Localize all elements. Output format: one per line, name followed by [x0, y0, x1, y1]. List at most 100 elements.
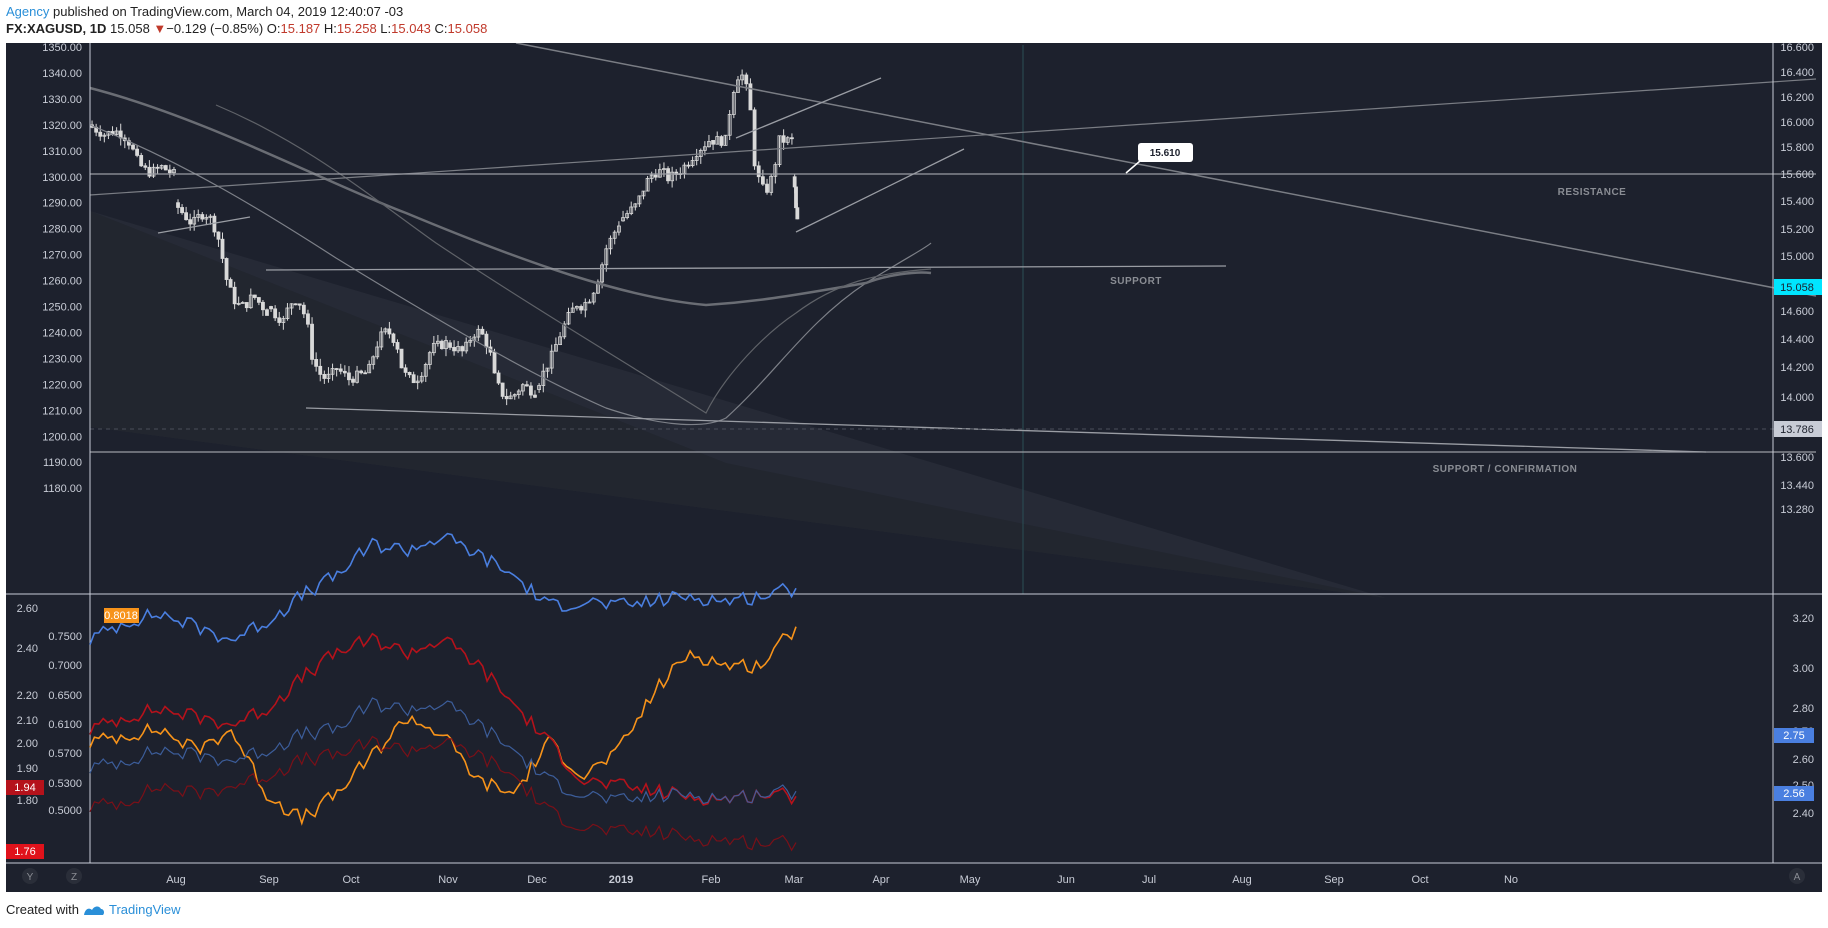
candle-body	[549, 350, 554, 369]
candle-body	[769, 175, 774, 193]
candle-body	[347, 372, 351, 381]
right-tick-label: 16.600	[1780, 43, 1814, 54]
right-tick-label: 14.600	[1780, 306, 1814, 318]
candle-body	[468, 339, 473, 343]
chart-container[interactable]: 15.610 RESISTANCE SUPPORT SUPPORT / CONF…	[6, 42, 1822, 892]
candle-body	[711, 140, 715, 145]
x-tick-label: Dec	[527, 874, 547, 886]
indicator-left-axis-b[interactable]: 0.7500 0.7000 0.6500 0.6100 0.5700 0.5300 0.50…	[48, 631, 82, 817]
long-downtrend-line	[515, 42, 1817, 297]
left-price-axis[interactable]: 1350.00 1340.00 1330.00 1320.00 1310.00 1300.…	[42, 42, 82, 495]
candle-body	[363, 372, 368, 375]
x-tick-label: Jul	[1142, 874, 1156, 886]
candle-body	[431, 342, 436, 354]
candle-body	[790, 137, 794, 140]
x-tick-label: Mar	[785, 874, 804, 886]
candle-body	[444, 340, 448, 350]
chart-svg[interactable]: 15.610 RESISTANCE SUPPORT SUPPORT / CONF…	[6, 42, 1822, 892]
wedge-lower-line	[795, 148, 965, 233]
blue-badge-1-text: 2.75	[1783, 730, 1804, 742]
tradingview-brand-link[interactable]: TradingView	[108, 902, 181, 917]
right-tick-label: 16.200	[1780, 92, 1814, 104]
x-tick-label: May	[960, 874, 981, 886]
y-button-text: Y	[27, 872, 34, 883]
candlestick-series	[90, 69, 800, 406]
candle-body	[326, 373, 331, 379]
callout-box[interactable]	[1138, 143, 1193, 162]
x-tick-label: Aug	[166, 874, 186, 886]
candle-body	[625, 213, 630, 219]
candle-body	[520, 384, 525, 392]
candle-body	[98, 131, 103, 137]
candle-body	[318, 365, 323, 375]
candle-body	[537, 385, 541, 390]
candle-body	[371, 356, 376, 365]
left-tick-label: 1240.00	[42, 327, 82, 339]
candle-body	[248, 294, 253, 309]
candle-body	[464, 341, 469, 352]
left-tick-label: 1180.00	[43, 483, 82, 495]
price-change: −0.129 (−0.85%)	[166, 21, 264, 36]
close-label: C:	[434, 21, 448, 36]
auto-scale-button-text: A	[1794, 872, 1801, 883]
red-badge-1-text: 1.94	[14, 782, 35, 794]
y-button[interactable]: Y	[22, 868, 38, 884]
candle-body	[480, 328, 485, 335]
left-tick-label: 1320.00	[42, 120, 82, 132]
candle-body	[301, 304, 306, 315]
candle-body	[516, 390, 521, 395]
indicator-left-tick-a: 2.20	[17, 690, 38, 702]
candle-body	[277, 317, 282, 323]
support-level	[265, 265, 1227, 271]
author-link[interactable]: Agency	[6, 4, 50, 19]
indicator-pane[interactable]	[89, 532, 797, 852]
candle-body	[220, 238, 225, 259]
candle-body	[407, 372, 412, 376]
candle-body	[131, 144, 135, 150]
price-marker-badge	[1774, 421, 1822, 437]
candle-body	[281, 318, 286, 323]
candle-body	[391, 333, 396, 343]
indicator-left-tick-a: 2.00	[17, 738, 38, 750]
candle-body	[476, 328, 481, 338]
candle-body	[460, 346, 465, 352]
candle-body	[492, 351, 497, 374]
candle-body	[419, 375, 424, 382]
candle-body	[694, 156, 699, 161]
candle-body	[670, 171, 675, 182]
main-pane[interactable]	[90, 45, 1386, 598]
candle-body	[740, 74, 745, 81]
candle-body	[649, 174, 654, 179]
candle-body	[575, 306, 579, 309]
indicator-right-tick: 3.20	[1793, 613, 1814, 625]
candle-body	[423, 364, 428, 377]
orange-badge-text: 0.8018	[104, 610, 138, 622]
last-price-badge-text: 15.058	[1780, 282, 1814, 294]
right-tick-label: 15.600	[1780, 169, 1814, 181]
candle-body	[566, 311, 571, 325]
candle-body	[102, 134, 107, 137]
right-tick-label: 14.400	[1780, 334, 1814, 346]
candle-body	[579, 306, 583, 311]
candle-body	[545, 367, 550, 372]
left-tick-label: 1220.00	[42, 379, 82, 391]
candle-body	[452, 346, 456, 352]
blue-badge-2-text: 2.56	[1783, 788, 1804, 800]
candle-body	[756, 165, 761, 178]
candle-body	[633, 203, 638, 208]
candle-body	[662, 168, 666, 171]
right-tick-label: 13.600	[1780, 452, 1814, 464]
time-axis[interactable]: Aug Sep Oct Nov Dec 2019 Feb Mar Apr May Jun Jul Aug…	[166, 874, 1518, 886]
candle-body	[508, 395, 513, 400]
support-label: SUPPORT	[1110, 276, 1162, 287]
indicator-left-axis-a[interactable]: 2.60 2.40 2.20 2.10 2.00 1.90 1.80	[17, 603, 38, 807]
trendlines: 15.610 RESISTANCE SUPPORT SUPPORT / CONF…	[89, 42, 1817, 475]
left-tick-label: 1330.00	[42, 94, 82, 106]
right-price-axis[interactable]: 16.600 16.400 16.200 16.000 15.800 15.600 15.4…	[1780, 42, 1814, 516]
z-button[interactable]: Z	[66, 868, 82, 884]
indicator-right-tick: 2.40	[1793, 808, 1814, 820]
indicator-right-tick: 2.80	[1793, 703, 1814, 715]
candle-body	[781, 135, 786, 143]
auto-scale-button[interactable]: A	[1789, 868, 1805, 884]
left-tick-label: 1200.00	[42, 431, 82, 443]
